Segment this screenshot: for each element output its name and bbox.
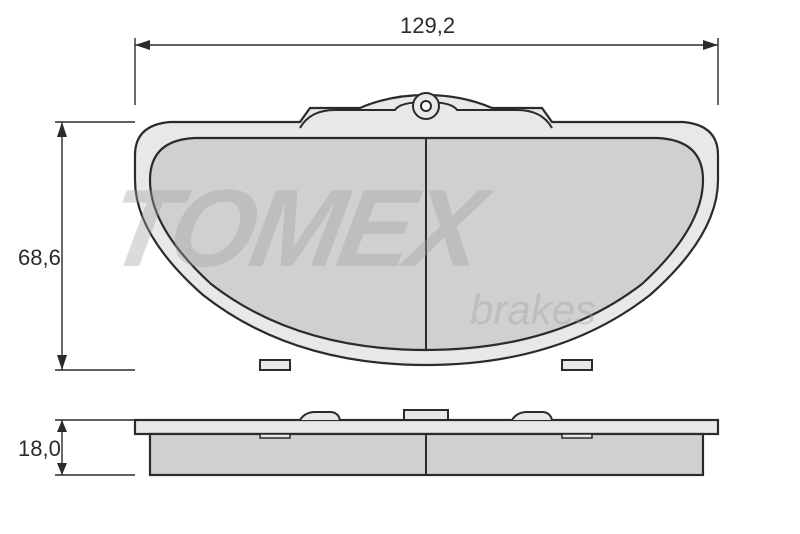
front-view-group — [135, 93, 718, 370]
backplate-tab-left — [260, 360, 290, 370]
clip-hole — [421, 101, 431, 111]
thick-arrow-bottom — [57, 463, 67, 475]
side-tab-left — [260, 434, 290, 438]
height-arrow-top — [57, 122, 67, 137]
side-backplate — [135, 420, 718, 434]
height-arrow-bottom — [57, 355, 67, 370]
backplate-tab-right — [562, 360, 592, 370]
thick-arrow-top — [57, 420, 67, 432]
side-clip-bump-left — [300, 412, 340, 420]
side-view-group — [135, 410, 718, 475]
width-arrow-left — [135, 40, 150, 50]
technical-drawing-svg — [0, 0, 800, 534]
height-dimension-label: 68,6 — [18, 245, 61, 271]
side-tab-right — [562, 434, 592, 438]
side-clip-bump-right — [512, 412, 552, 420]
thickness-dimension-label: 18,0 — [18, 436, 61, 462]
width-dimension-label: 129,2 — [400, 13, 455, 39]
side-center-boss — [404, 410, 448, 420]
width-arrow-right — [703, 40, 718, 50]
